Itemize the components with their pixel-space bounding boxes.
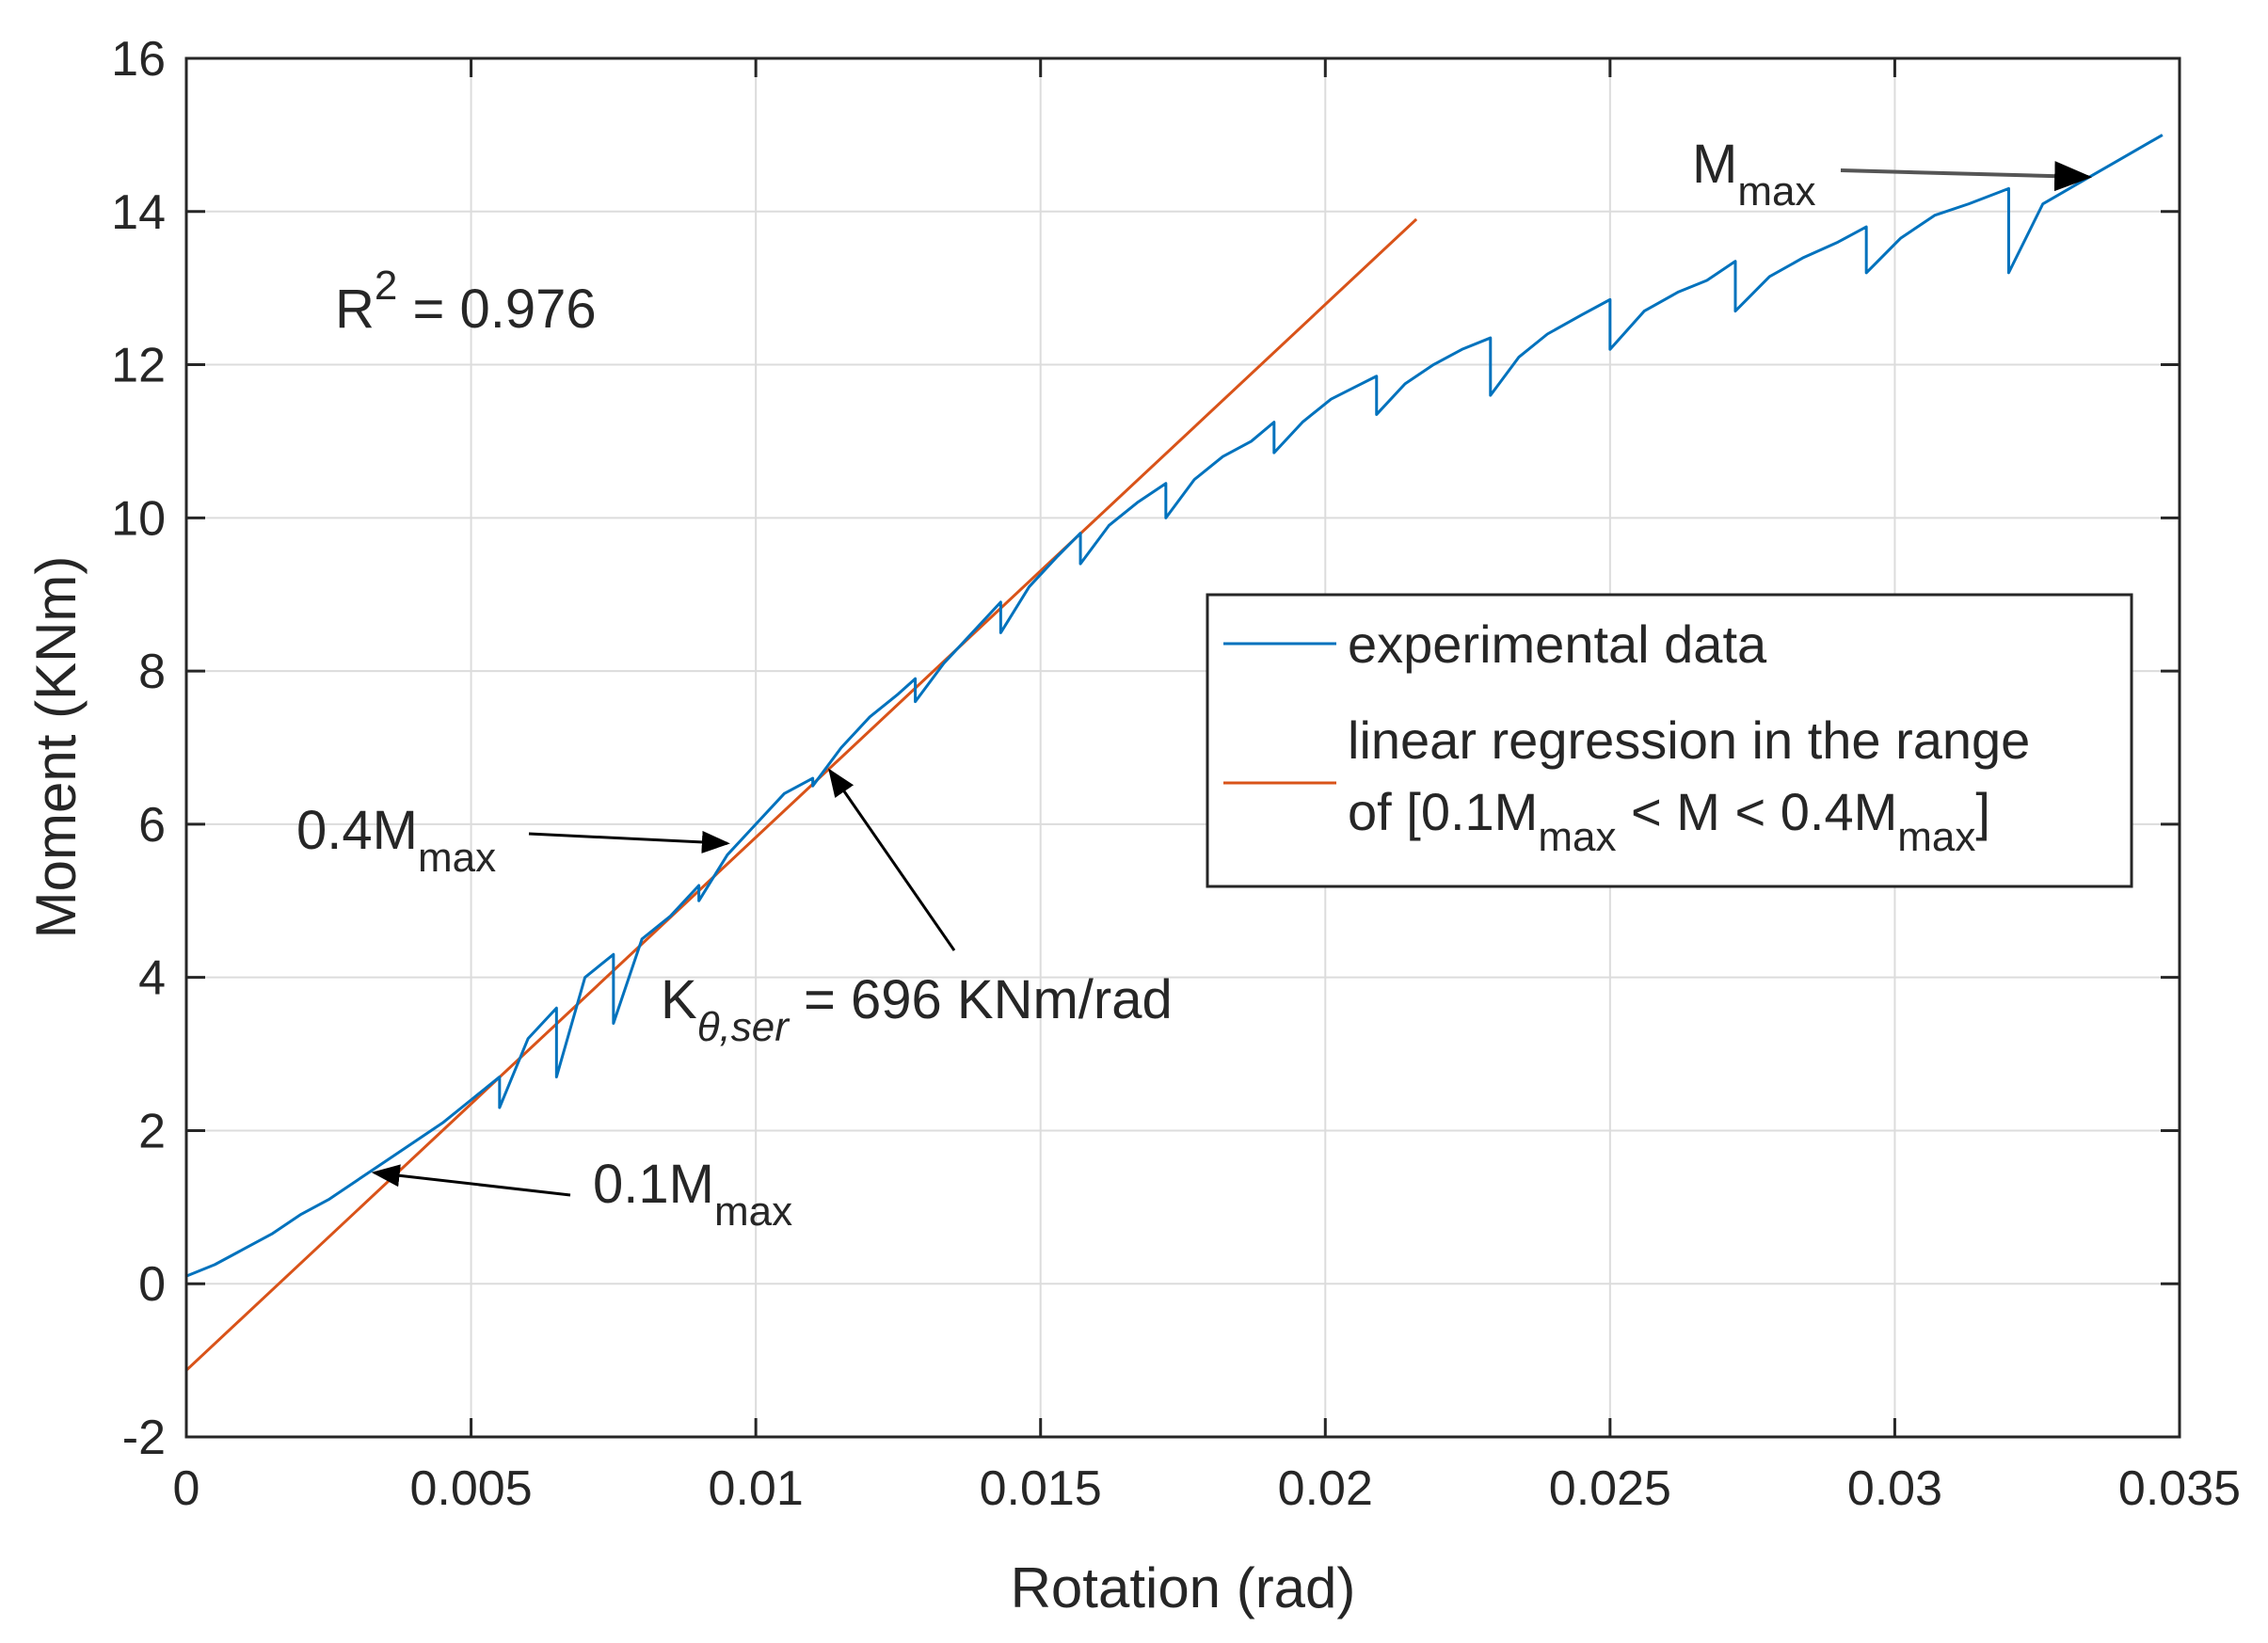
annotation-0-4-m-max: 0.4Mmax: [296, 800, 496, 881]
r2-value: = 0.976: [397, 279, 596, 340]
r2-sup: 2: [375, 263, 397, 309]
x-tick-label: 0.025: [1549, 1461, 1671, 1516]
legend: experimental data linear regression in t…: [1206, 593, 2133, 888]
plot-frame: [184, 56, 2181, 1439]
x-axis-title: Rotation (rad): [1011, 1556, 1356, 1619]
annotation-stiffness: Kθ,ser = 696 KNm/rad: [661, 969, 1173, 1050]
x-tick-label: 0.03: [1847, 1461, 1942, 1516]
stiffness-sub: θ,ser: [697, 1004, 791, 1050]
legend-label-experimental: experimental data: [1348, 614, 1767, 674]
x-tick-label: 0: [173, 1461, 200, 1516]
m01-label: 0.1M: [593, 1154, 714, 1215]
legend-l2-sub1: max: [1538, 814, 1616, 860]
annotation-0-1-m-max: 0.1Mmax: [593, 1154, 792, 1235]
y-tick-label: 16: [111, 32, 166, 87]
y-tick-label: 4: [138, 951, 166, 1006]
y-tick-label: 6: [138, 798, 166, 853]
m04-label: 0.4M: [296, 800, 418, 861]
r2-label: R: [335, 279, 375, 340]
y-tick-label: 14: [111, 185, 166, 240]
series-line-experimental-data: [185, 134, 2164, 1278]
y-tick-label: 12: [111, 339, 166, 393]
arrow-0-1-m-max: [371, 1164, 571, 1197]
m04-sub: max: [418, 835, 496, 881]
annotation-m-max: Mmax: [1692, 134, 1815, 215]
x-tick-label: 0.01: [709, 1461, 804, 1516]
x-tick-label: 0.02: [1278, 1461, 1373, 1516]
y-tick-label: 2: [138, 1104, 166, 1158]
arrow-m-max: [1840, 161, 2093, 192]
stiffness-label: K: [661, 969, 697, 1030]
y-tick-label: -2: [122, 1411, 166, 1465]
annotation-r-squared: R2 = 0.976: [335, 263, 597, 340]
arrow-stiffness: [828, 768, 956, 951]
m01-sub: max: [714, 1188, 792, 1235]
arrow-0-4-m-max: [528, 830, 730, 853]
legend-box: [1206, 593, 2133, 888]
legend-l2-a: of [0.1M: [1348, 782, 1538, 841]
m-max-label: M: [1692, 134, 1737, 195]
x-tick-labels: 0 0.005 0.01 0.015 0.02 0.025 0.03 0.035: [173, 1461, 2242, 1516]
legend-label-regression-line2: of [0.1Mmax < M < 0.4Mmax]: [1348, 782, 1990, 860]
y-tick-label: 8: [138, 645, 166, 699]
y-tick-label: 10: [111, 491, 166, 546]
y-tick-label: 0: [138, 1257, 166, 1312]
legend-l2-c: ]: [1975, 782, 1990, 841]
legend-l2-b: < M < 0.4M: [1616, 782, 1897, 841]
stiffness-value: = 696 KNm/rad: [789, 969, 1173, 1030]
y-axis-title: Moment (KNm): [24, 556, 88, 939]
legend-label-regression-line1: linear regression in the range: [1348, 710, 2030, 770]
x-tick-label: 0.005: [410, 1461, 533, 1516]
legend-l2-sub2: max: [1897, 814, 1975, 860]
m-max-sub: max: [1737, 168, 1815, 215]
x-tick-label: 0.015: [980, 1461, 1102, 1516]
x-tick-label: 0.035: [2118, 1461, 2241, 1516]
y-tick-labels: -2 0 2 4 6 8 10 12 14 16: [111, 32, 166, 1465]
